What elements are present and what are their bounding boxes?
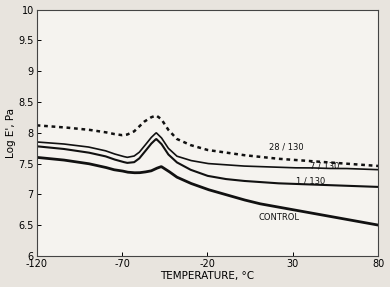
X-axis label: TEMPERATURE, °C: TEMPERATURE, °C bbox=[160, 272, 255, 282]
Text: 28 / 130: 28 / 130 bbox=[269, 143, 303, 152]
Text: 1 / 130: 1 / 130 bbox=[296, 176, 326, 185]
Text: CONTROL: CONTROL bbox=[259, 213, 300, 222]
Text: 7 / 130: 7 / 130 bbox=[310, 162, 339, 170]
Y-axis label: Log E', Pa: Log E', Pa bbox=[5, 108, 16, 158]
